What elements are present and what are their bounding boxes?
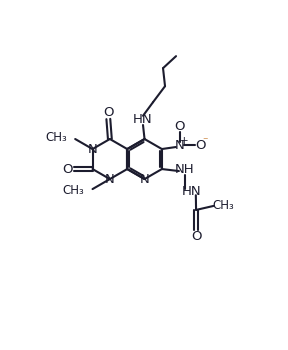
- Text: O: O: [63, 162, 73, 176]
- Text: O: O: [175, 120, 185, 133]
- Text: +: +: [180, 136, 189, 146]
- Text: NH: NH: [175, 163, 195, 176]
- Text: O: O: [195, 139, 205, 152]
- Text: N: N: [140, 173, 149, 186]
- Text: CH₃: CH₃: [213, 199, 234, 212]
- Text: N: N: [88, 142, 97, 155]
- Text: N: N: [105, 173, 115, 186]
- Text: O: O: [191, 230, 201, 243]
- Text: N: N: [175, 139, 185, 152]
- Text: HN: HN: [181, 185, 201, 198]
- Text: HN: HN: [133, 113, 153, 126]
- Text: CH₃: CH₃: [45, 131, 67, 144]
- Text: ⁻: ⁻: [203, 136, 208, 146]
- Text: O: O: [103, 106, 113, 119]
- Text: CH₃: CH₃: [62, 184, 84, 197]
